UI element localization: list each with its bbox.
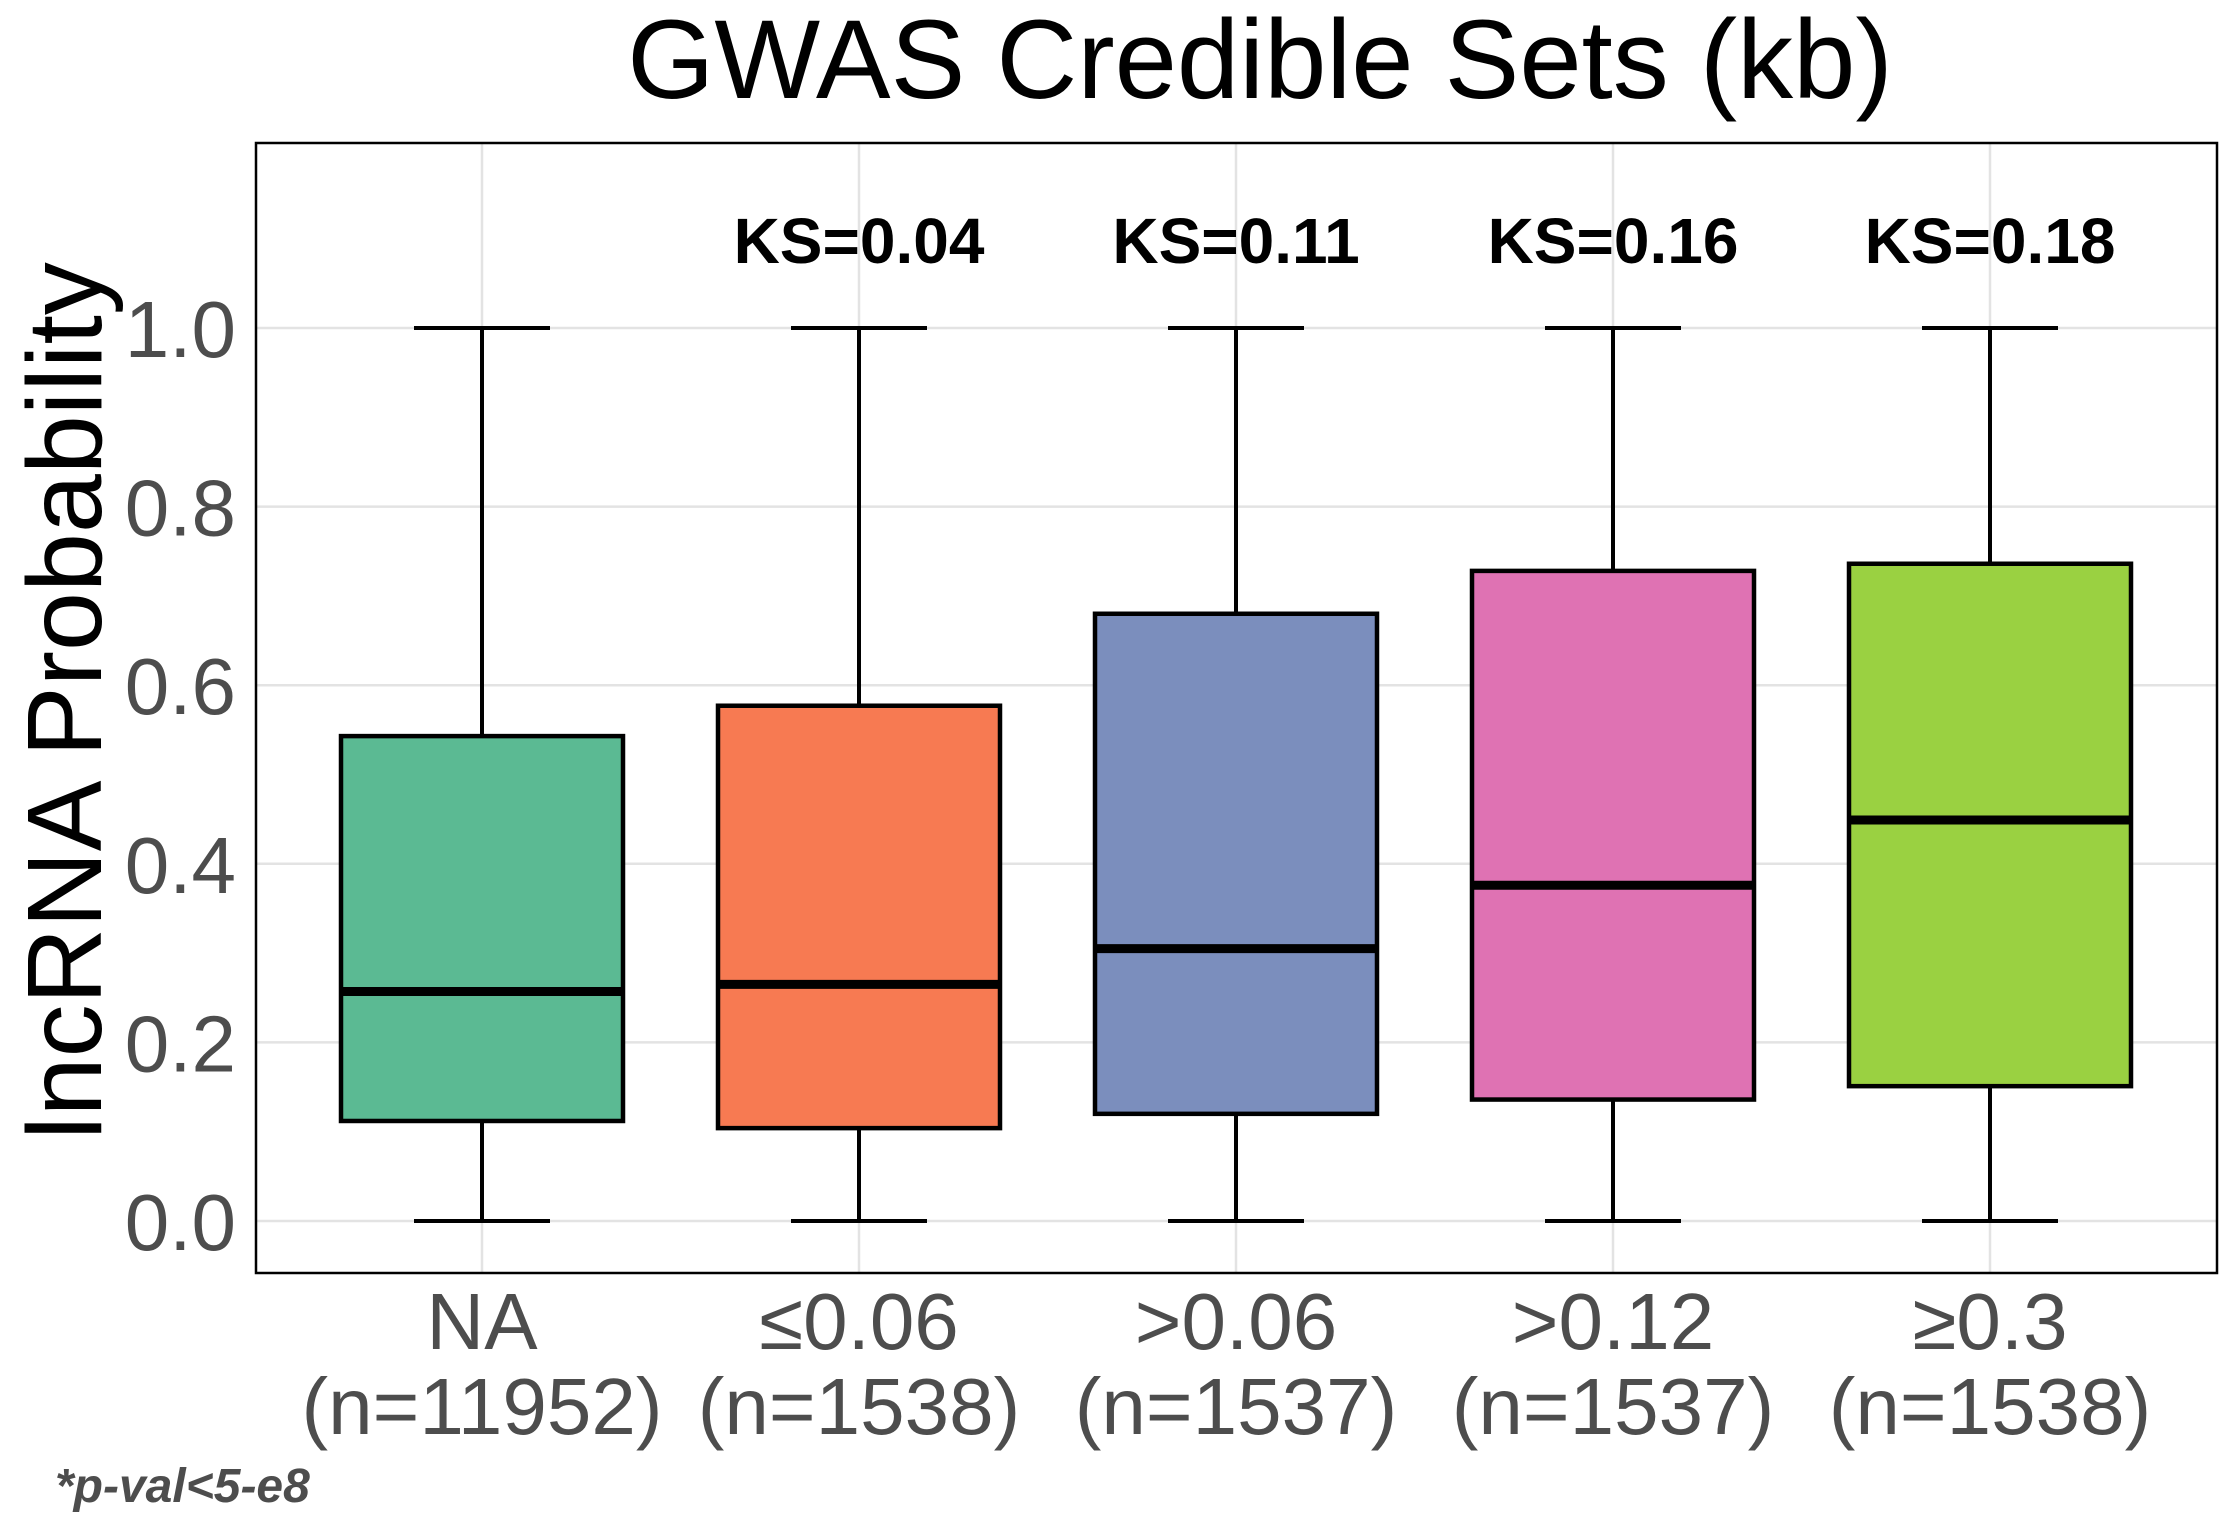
x-tick-count-label: (n=1537) xyxy=(1452,1362,1774,1451)
iqr-box xyxy=(338,733,626,1124)
x-tick-label: ≤0.06 xyxy=(759,1277,959,1366)
x-tick-count-label: (n=1538) xyxy=(698,1362,1020,1451)
box-3 xyxy=(1092,326,1380,1223)
box-2 xyxy=(715,326,1003,1223)
ks-annotation: KS=0.04 xyxy=(734,205,985,277)
y-tick-label: 0.2 xyxy=(125,999,236,1088)
x-tick-count-label: (n=1538) xyxy=(1829,1362,2151,1451)
x-tick-label: >0.12 xyxy=(1512,1277,1714,1366)
box-5 xyxy=(1846,326,2134,1223)
iqr-box xyxy=(1469,568,1757,1102)
ks-annotation: KS=0.11 xyxy=(1112,205,1359,277)
x-tick-label: ≥0.3 xyxy=(1912,1277,2067,1366)
iqr-box xyxy=(715,703,1003,1131)
y-tick-label: 1.0 xyxy=(125,285,236,374)
plot-border xyxy=(254,141,2219,1275)
ks-annotation: KS=0.18 xyxy=(1865,205,2116,277)
iqr-box xyxy=(1846,561,2134,1089)
footnote: *p-val<5-e8 xyxy=(55,1460,310,1513)
y-tick-label: 0.0 xyxy=(125,1178,236,1267)
x-tick-count-label: (n=1537) xyxy=(1075,1362,1397,1451)
x-tick-label: NA xyxy=(426,1277,538,1366)
y-axis-label: lncRNA Probability xyxy=(6,262,124,1140)
x-tick-count-label: (n=11952) xyxy=(301,1362,662,1451)
iqr-box xyxy=(1092,611,1380,1117)
plot-area: 0.0 0.2 0.4 0.6 0.8 1.0 NA(n=11952) KS=0.04 ≤0.0… xyxy=(125,141,2219,1451)
y-tick-label: 0.8 xyxy=(125,464,236,553)
y-tick-label: 0.4 xyxy=(125,821,236,910)
ks-annotation: KS=0.16 xyxy=(1488,205,1739,277)
box-1 xyxy=(338,326,626,1223)
box-4 xyxy=(1469,326,1757,1223)
y-tick-label: 0.6 xyxy=(125,642,236,731)
x-tick-label: >0.06 xyxy=(1135,1277,1337,1366)
chart-title: GWAS Credible Sets (kb) xyxy=(627,0,1893,122)
